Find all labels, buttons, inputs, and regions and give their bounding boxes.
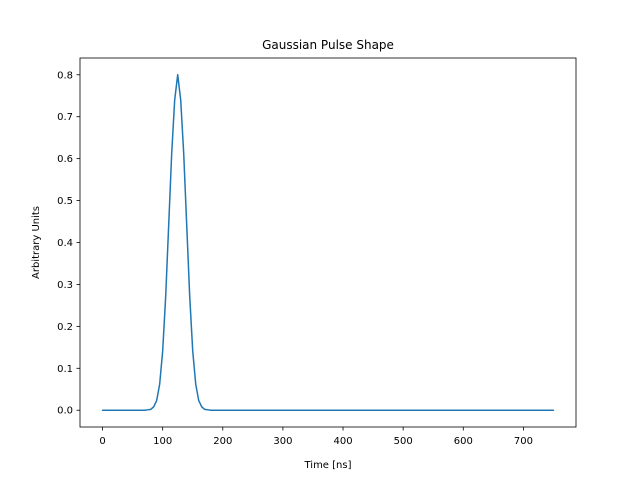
y-tick-label: 0.4 [57,238,73,249]
y-tick-label: 0.6 [57,154,73,165]
y-tick-label: 0.8 [57,70,73,81]
series-line [101,74,555,411]
y-tick-label: 0.5 [57,196,73,207]
chart-title: Gaussian Pulse Shape [262,38,394,52]
y-axis-label: Arbitrary Units [31,206,42,279]
x-tick-label: 100 [153,436,172,447]
y-tick-label: 0.7 [57,112,73,123]
x-tick-label: 600 [454,436,473,447]
x-tick-label: 0 [99,436,105,447]
y-tick-label: 0.0 [57,406,73,417]
x-axis: 0 100 200 300 400 500 600 700 [99,427,533,447]
x-tick-label: 200 [213,436,232,447]
plot-area [101,74,555,411]
x-axis-label: Time [ns] [303,460,351,471]
x-tick-label: 700 [514,436,533,447]
x-tick-label: 400 [333,436,352,447]
y-axis: 0.0 0.1 0.2 0.3 0.4 0.5 0.6 0.7 0.8 [57,70,80,417]
y-tick-label: 0.1 [57,364,73,375]
x-tick-label: 300 [273,436,292,447]
x-tick-label: 500 [394,436,413,447]
y-tick-label: 0.2 [57,322,73,333]
y-tick-label: 0.3 [57,280,73,291]
